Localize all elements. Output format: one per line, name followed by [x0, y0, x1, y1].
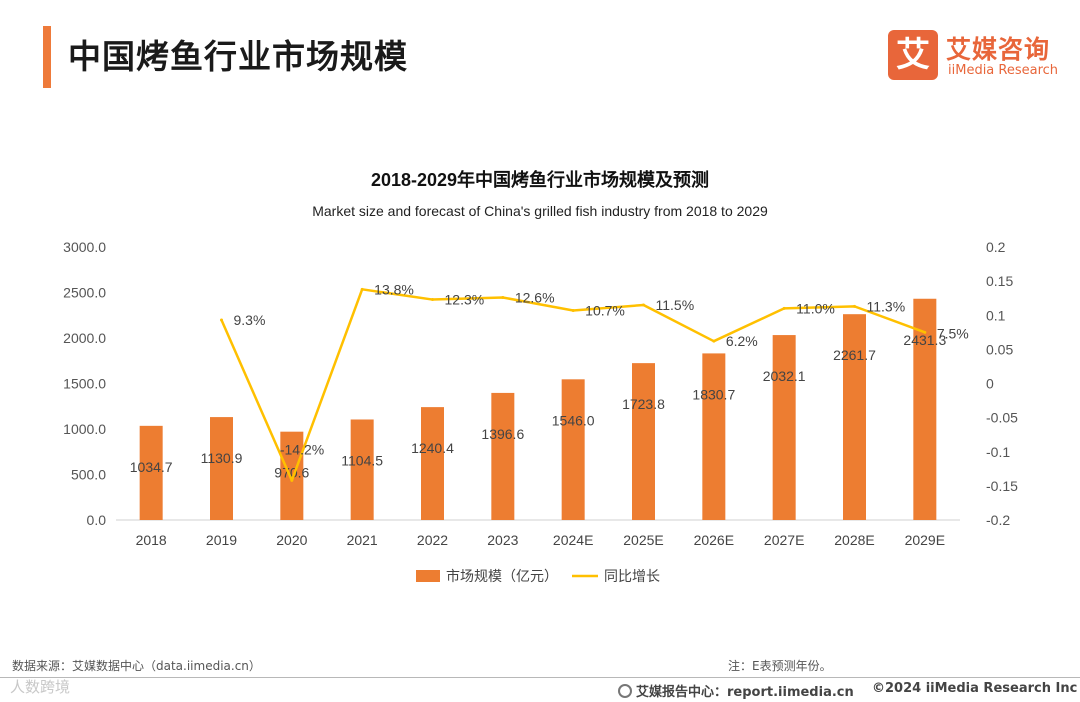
x-tick-label: 2027E	[764, 532, 804, 548]
growth-label: -14.2%	[280, 441, 324, 457]
bar-2029E	[913, 298, 937, 520]
bar-value-label: 1104.5	[341, 452, 383, 468]
y-right-tick-label: -0.15	[986, 478, 1018, 494]
globe-icon	[618, 684, 632, 698]
watermark: 人数跨境	[10, 678, 71, 696]
growth-point-2019	[220, 318, 223, 322]
x-tick-label: 2022	[417, 532, 448, 548]
y-left-tick-label: 2000.0	[63, 330, 106, 346]
chart-title: 2018-2029年中国烤鱼行业市场规模及预测	[371, 169, 709, 190]
bar-2025E	[632, 363, 655, 520]
growth-label: 11.5%	[656, 297, 695, 313]
y-right-tick-label: 0	[986, 376, 994, 392]
y-right-tick-label: 0.1	[986, 307, 1006, 323]
chart-subtitle: Market size and forecast of China's gril…	[312, 203, 768, 219]
growth-label: 11.3%	[867, 298, 906, 314]
y-left-tick-label: 500.0	[71, 467, 106, 483]
growth-point-2027E	[782, 306, 786, 310]
data-source: 数据来源：艾媒数据中心（data.iimedia.cn）	[12, 659, 261, 673]
bar-value-label: 1546.0	[552, 412, 595, 428]
report-site-text: 艾媒报告中心：report.iimedia.cn	[636, 685, 854, 700]
growth-point-2024E	[571, 308, 575, 312]
forecast-note: 注：E表预测年份。	[728, 659, 832, 673]
growth-point-2022	[431, 298, 434, 302]
bar-value-label: 2431.3	[903, 332, 946, 348]
bar-value-label: 1034.7	[130, 459, 173, 475]
y-left-tick-label: 3000.0	[63, 239, 106, 255]
bar-value-label: 2261.7	[833, 347, 876, 363]
growth-label: 11.0%	[796, 300, 835, 316]
growth-label: 12.3%	[445, 292, 485, 308]
bar-value-label: 1130.9	[201, 450, 243, 466]
growth-point-2029E	[923, 330, 927, 334]
x-tick-label: 2023	[487, 532, 518, 548]
bar-2021	[350, 419, 374, 520]
bar-2023	[491, 392, 515, 520]
growth-point-2021	[360, 287, 364, 291]
report-site: 艾媒报告中心：report.iimedia.cn	[618, 681, 854, 700]
x-tick-label: 2018	[136, 532, 167, 548]
bar-2024E	[561, 379, 585, 520]
footer-divider	[0, 677, 1080, 678]
growth-point-2020	[290, 478, 294, 482]
bar-2028E	[843, 314, 866, 520]
page-title: 中国烤鱼行业市场规模	[68, 37, 408, 76]
x-tick-label: 2025E	[623, 532, 663, 548]
y-left-tick-label: 1000.0	[63, 421, 106, 437]
x-tick-label: 2029E	[905, 532, 945, 548]
legend-bar-swatch	[416, 570, 440, 582]
x-tick-label: 2024E	[553, 532, 593, 548]
bar-2019	[210, 417, 233, 520]
y-left-tick-label: 0.0	[87, 512, 107, 528]
legend-bar-label: 市场规模（亿元）	[446, 568, 558, 584]
market-size-chart: 2018-2029年中国烤鱼行业市场规模及预测 Market size and f…	[63, 169, 1018, 584]
y-right-tick-label: -0.1	[986, 444, 1010, 460]
bar-value-label: 1830.7	[692, 386, 735, 402]
y-right-tick-label: -0.2	[986, 512, 1010, 528]
growth-label: 9.3%	[234, 312, 266, 328]
bar-2018	[139, 425, 163, 520]
x-tick-label: 2020	[276, 532, 307, 548]
growth-label: 10.7%	[585, 302, 625, 318]
bar-2020	[280, 431, 304, 520]
x-tick-label: 2021	[347, 532, 378, 548]
bar-2027E	[772, 335, 796, 520]
growth-label: 6.2%	[726, 333, 758, 349]
growth-point-2023	[501, 296, 505, 300]
bar-value-label: 2032.1	[763, 368, 806, 384]
logo-text-cn: 艾媒咨询	[946, 35, 1051, 64]
bar-value-label: 1723.8	[622, 396, 665, 412]
y-right-tick-label: -0.05	[986, 410, 1018, 426]
y-left-tick-label: 1500.0	[63, 376, 106, 392]
x-tick-label: 2028E	[834, 532, 874, 548]
title-accent-bar	[43, 26, 51, 88]
growth-point-2026E	[712, 339, 716, 343]
copyright: ©2024 iiMedia Research Inc	[872, 681, 1078, 696]
bar-value-label: 1396.6	[481, 426, 524, 442]
x-tick-label: 2019	[206, 532, 237, 548]
growth-label: 13.8%	[374, 281, 414, 297]
y-right-tick-label: 0.2	[986, 239, 1006, 255]
logo-text-en: iiMedia Research	[948, 63, 1059, 78]
legend-line-label: 同比增长	[604, 568, 660, 584]
bar-value-label: 1240.4	[411, 440, 454, 456]
y-right-tick-label: 0.05	[986, 341, 1013, 357]
bar-2026E	[702, 353, 726, 520]
iimedia-logo: 艾 艾媒咨询 iiMedia Research	[888, 30, 1060, 82]
logo-mark: 艾	[888, 30, 938, 80]
bar-value-label: 970.6	[274, 465, 309, 481]
growth-label: 7.5%	[937, 325, 969, 341]
y-left-tick-label: 2500.0	[63, 285, 106, 301]
growth-point-2028E	[853, 304, 856, 308]
growth-point-2025E	[642, 303, 645, 307]
growth-label: 12.6%	[515, 290, 555, 306]
y-right-tick-label: 0.15	[986, 273, 1013, 289]
bar-2022	[421, 407, 444, 520]
x-tick-label: 2026E	[694, 532, 734, 548]
